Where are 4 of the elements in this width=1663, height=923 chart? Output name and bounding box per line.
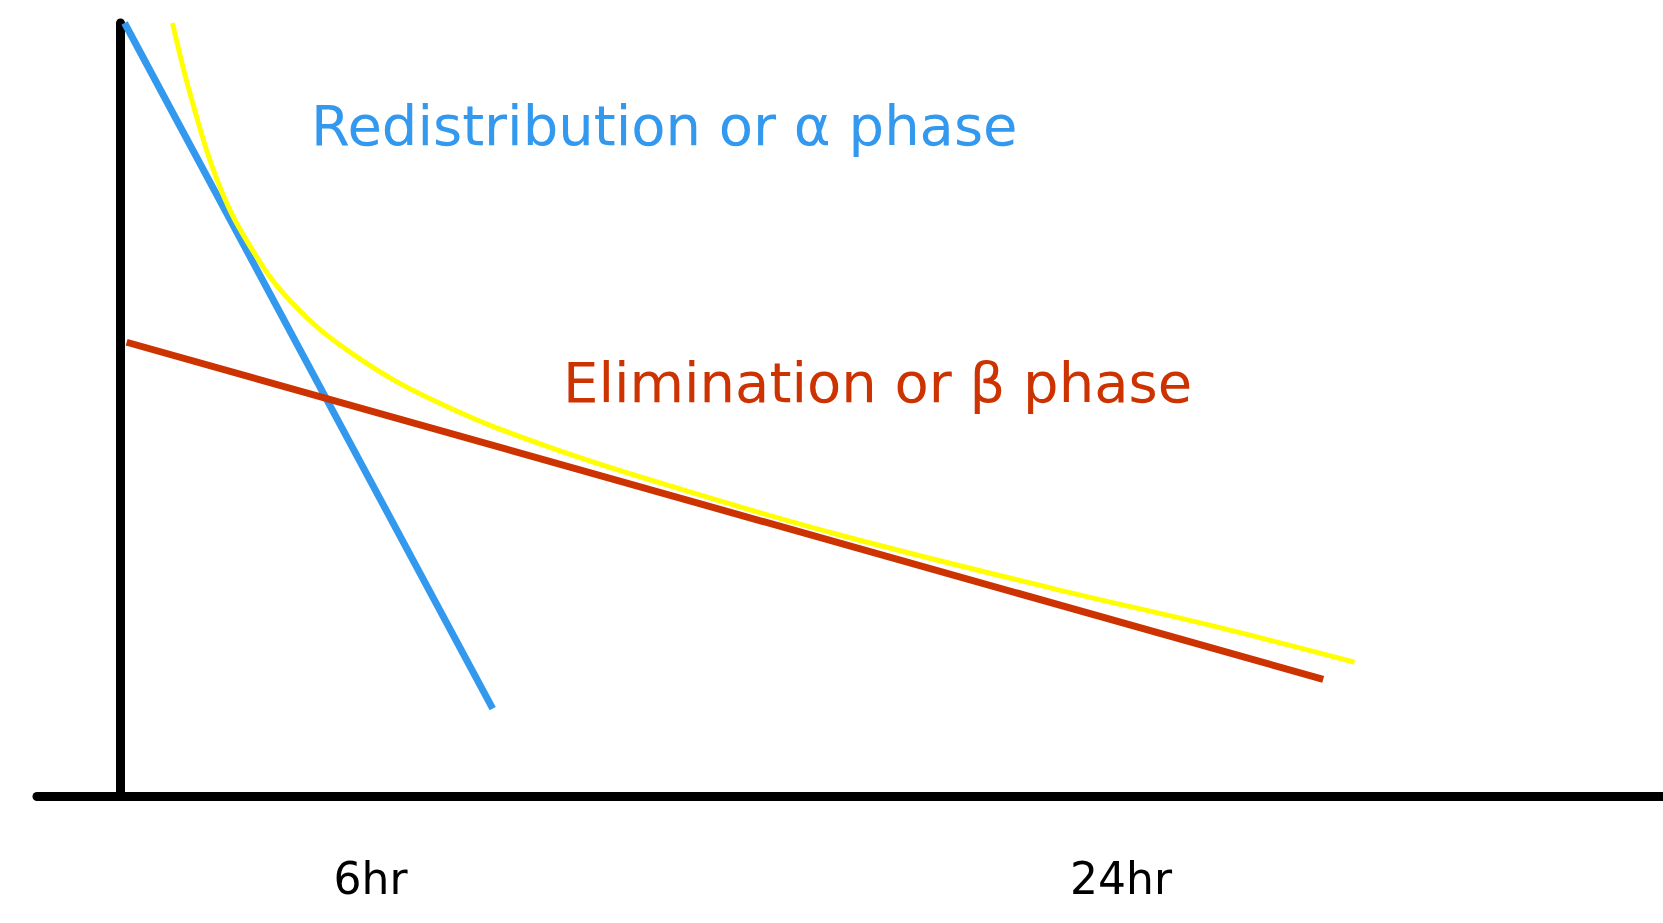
series-label: Redistribution or α phase — [311, 92, 1018, 158]
x-tick-label: 24hr — [1070, 852, 1173, 904]
x-tick-label: 6hr — [333, 852, 409, 904]
series-label: Elimination or β phase — [563, 349, 1193, 415]
